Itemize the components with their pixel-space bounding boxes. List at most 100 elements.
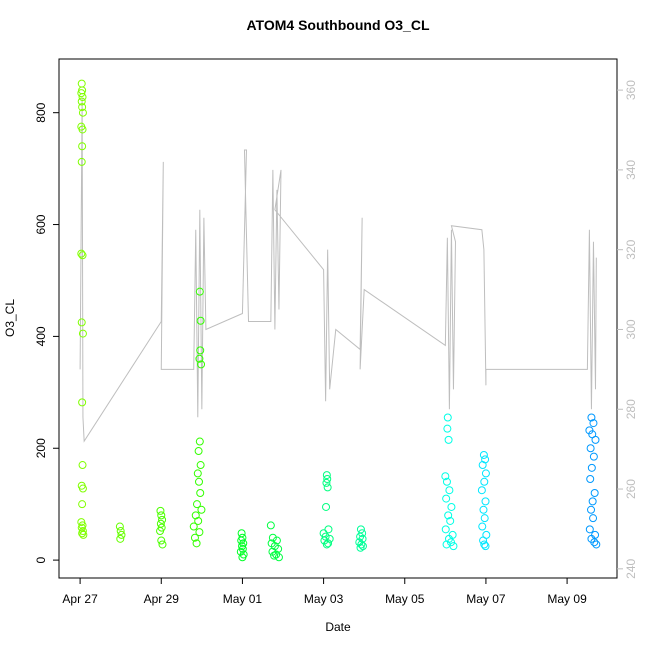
point [268, 533, 277, 542]
y2-tick-label: 360 [624, 80, 638, 100]
point [322, 540, 331, 549]
point [77, 249, 86, 258]
y2-tick-label: 240 [624, 558, 638, 578]
y-tick-label: 200 [34, 438, 48, 458]
x-tick-label: Apr 29 [144, 592, 180, 606]
point [274, 553, 283, 562]
point [195, 528, 204, 537]
point [479, 505, 488, 514]
point [157, 511, 166, 520]
point [442, 477, 451, 486]
point [193, 469, 202, 478]
point [192, 539, 201, 548]
point [156, 506, 165, 515]
point [442, 494, 451, 503]
point [77, 157, 86, 166]
point [441, 472, 450, 481]
point [194, 516, 203, 525]
point [591, 435, 600, 444]
point [157, 536, 166, 545]
x-tick-label: May 07 [466, 592, 506, 606]
point [444, 511, 453, 520]
point [197, 505, 206, 514]
x-tick-label: May 01 [223, 592, 263, 606]
point [321, 532, 330, 541]
point [587, 413, 596, 422]
x-tick-label: Apr 27 [62, 592, 98, 606]
x-tick-label: May 05 [385, 592, 425, 606]
x-axis-title: Date [325, 620, 351, 634]
point [590, 488, 599, 497]
point [441, 525, 450, 534]
point [356, 543, 365, 552]
point [480, 477, 489, 486]
point [272, 550, 281, 559]
y-tick-label: 0 [34, 556, 48, 563]
point [190, 533, 199, 542]
point [78, 142, 87, 151]
point [196, 461, 205, 470]
chart-title: ATOM4 Southbound O3_CL [246, 17, 429, 33]
point [78, 484, 87, 493]
point [77, 523, 86, 532]
y2-tick-label: 260 [624, 479, 638, 499]
point [589, 514, 598, 523]
point [78, 108, 87, 117]
plot-box [58, 58, 618, 579]
point [479, 450, 488, 459]
point [78, 251, 87, 260]
point [78, 329, 87, 338]
point [195, 477, 204, 486]
point [480, 514, 489, 523]
point [197, 360, 206, 369]
point [78, 93, 87, 102]
point [196, 316, 205, 325]
point [443, 413, 452, 422]
point [322, 478, 331, 487]
point [78, 125, 87, 134]
point [586, 444, 595, 453]
point [444, 435, 453, 444]
point [196, 488, 205, 497]
point [323, 483, 332, 492]
point [324, 525, 333, 534]
point [115, 522, 124, 531]
point [78, 500, 87, 509]
point [586, 475, 595, 484]
point [238, 553, 247, 562]
point [587, 505, 596, 514]
point [481, 497, 490, 506]
point [117, 530, 126, 539]
point [589, 419, 598, 428]
point [585, 525, 594, 534]
point [481, 542, 490, 551]
point [196, 346, 205, 355]
point [356, 532, 365, 541]
point [116, 527, 125, 536]
y2-tick-label: 300 [624, 319, 638, 339]
point [357, 540, 366, 549]
y2-tick-label: 320 [624, 239, 638, 259]
point [77, 79, 86, 88]
point [589, 452, 598, 461]
point [478, 522, 487, 531]
point [592, 540, 601, 549]
point [322, 471, 331, 480]
point [266, 521, 275, 530]
point [480, 540, 489, 549]
y-tick-label: 600 [34, 214, 48, 234]
point [158, 540, 167, 549]
point [478, 461, 487, 470]
point [587, 463, 596, 472]
point [447, 502, 456, 511]
point [192, 500, 201, 509]
x-tick-label: May 09 [547, 592, 587, 606]
y-tick-label: 400 [34, 326, 48, 346]
point [270, 551, 279, 560]
line [79, 98, 597, 443]
point [323, 475, 332, 484]
point [78, 529, 87, 538]
point [477, 486, 486, 495]
point [77, 97, 86, 106]
